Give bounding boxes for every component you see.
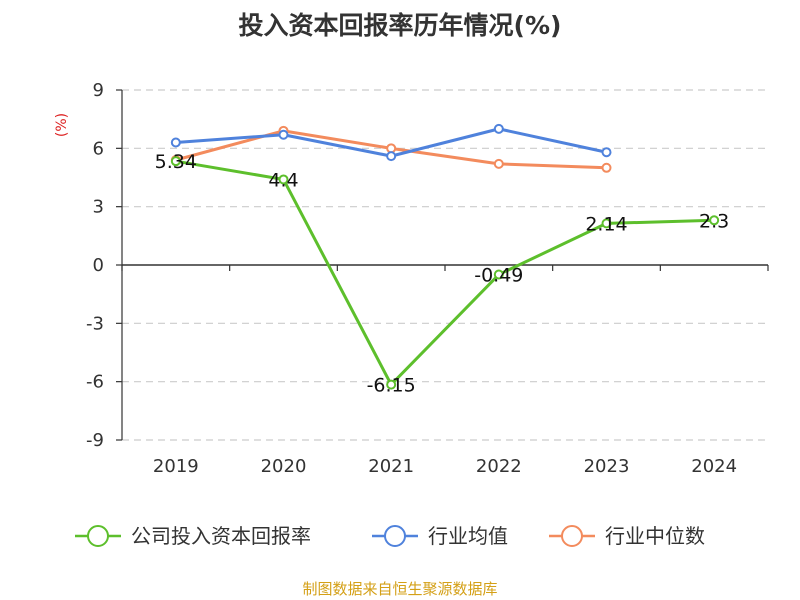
data-point: [278, 129, 289, 140]
y-tick-labels: 9 6 3 0 -3 -6 -9: [86, 80, 104, 451]
legend: 公司投入资本回报率 行业均值 行业中位数: [75, 524, 705, 548]
y-axis-unit-label: (%): [54, 113, 70, 137]
y-tick-label: -6: [86, 372, 104, 393]
legend-label: 行业均值: [428, 524, 508, 548]
data-point: [278, 174, 289, 185]
y-tick-label: -3: [86, 313, 104, 334]
y-tick-label: 6: [93, 138, 104, 159]
series-line: [175, 159, 715, 387]
x-tick-label: 2023: [584, 456, 630, 477]
x-tick-label: 2019: [153, 456, 199, 477]
y-tick-label: 3: [93, 197, 104, 218]
data-label: 4.4: [268, 169, 298, 191]
legend-label: 行业中位数: [605, 524, 705, 548]
legend-marker: [384, 525, 406, 547]
legend-label: 公司投入资本回报率: [131, 524, 311, 548]
data-point: [493, 123, 504, 134]
data-label: -6.15: [367, 375, 416, 397]
source-note: 制图数据来自恒生聚源数据库: [302, 580, 498, 598]
legend-item: 公司投入资本回报率: [75, 524, 311, 548]
legend-item: 行业中位数: [549, 524, 705, 548]
series-lines: [170, 123, 720, 390]
x-tick-label: 2020: [261, 456, 307, 477]
data-point: [170, 156, 181, 167]
data-point: [170, 137, 181, 148]
y-tick-label: 0: [93, 255, 104, 276]
chart-title: 投入资本回报率历年情况(%): [238, 11, 562, 40]
data-point: [601, 162, 612, 173]
data-label: -0.49: [474, 265, 523, 287]
x-tick-label: 2022: [476, 456, 522, 477]
data-label: 5.34: [155, 151, 197, 173]
legend-item: 行业均值: [372, 524, 508, 548]
y-tick-label: 9: [93, 80, 104, 101]
data-labels: 5.34 4.4 -6.15 -0.49 2.14 2.3: [155, 151, 730, 396]
y-tick-label: -9: [86, 430, 104, 451]
data-point: [709, 215, 720, 226]
data-label: 2.14: [585, 213, 627, 235]
legend-marker: [561, 525, 583, 547]
data-point: [493, 158, 504, 169]
data-label: 2.3: [699, 210, 729, 232]
data-point: [601, 147, 612, 158]
legend-marker: [87, 525, 109, 547]
data-point: [493, 269, 504, 280]
x-tick-label: 2024: [691, 456, 737, 477]
x-tick-labels: 2019 2020 2021 2022 2023 2024: [153, 456, 737, 477]
data-point: [386, 151, 397, 162]
x-tick-label: 2021: [368, 456, 414, 477]
data-point: [386, 379, 397, 390]
axes: [116, 89, 769, 441]
data-point: [601, 218, 612, 229]
